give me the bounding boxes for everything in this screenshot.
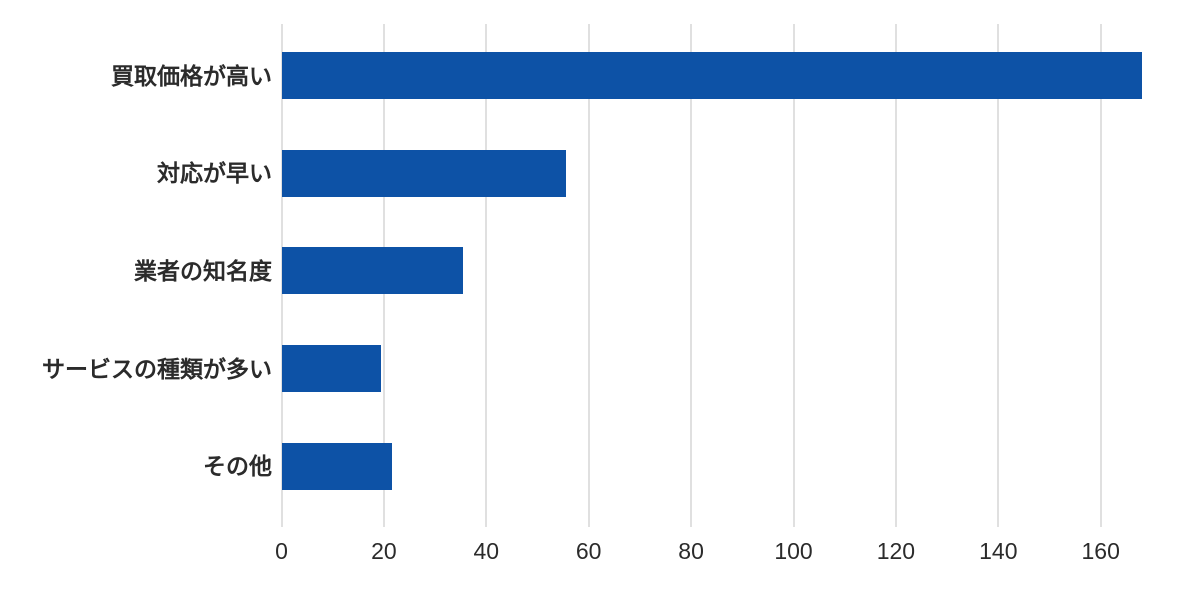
gridline-x-120 (894, 24, 897, 527)
gridline-x-160 (1099, 24, 1102, 527)
category-label: 業者の知名度 (134, 257, 272, 284)
gridline-x-60 (587, 24, 590, 527)
x-tick-label: 160 (1081, 538, 1120, 564)
x-tick-label: 100 (774, 538, 813, 564)
category-label: その他 (203, 453, 272, 480)
gridline-x-140 (997, 24, 1000, 527)
x-tick-label: 140 (979, 538, 1018, 564)
category-label: 対応が早い (157, 160, 272, 187)
bar-3 (281, 345, 382, 393)
x-tick-label: 120 (876, 538, 916, 564)
bar-4 (281, 442, 392, 490)
gridline-x-40 (485, 24, 488, 527)
x-tick-label: 20 (371, 538, 397, 564)
x-tick-label: 40 (473, 538, 500, 564)
x-tick-label: 60 (575, 538, 602, 564)
gridline-x-80 (690, 24, 693, 527)
x-tick-label: 0 (275, 538, 288, 564)
bar-2 (281, 247, 464, 295)
x-tick-label: 80 (678, 538, 704, 564)
gridline-x-100 (792, 24, 795, 527)
category-label: サービスの種類が多い (42, 355, 272, 382)
bar-0 (281, 52, 1142, 99)
category-label: 買取価格が高い (111, 62, 272, 89)
bar-1 (281, 149, 566, 197)
